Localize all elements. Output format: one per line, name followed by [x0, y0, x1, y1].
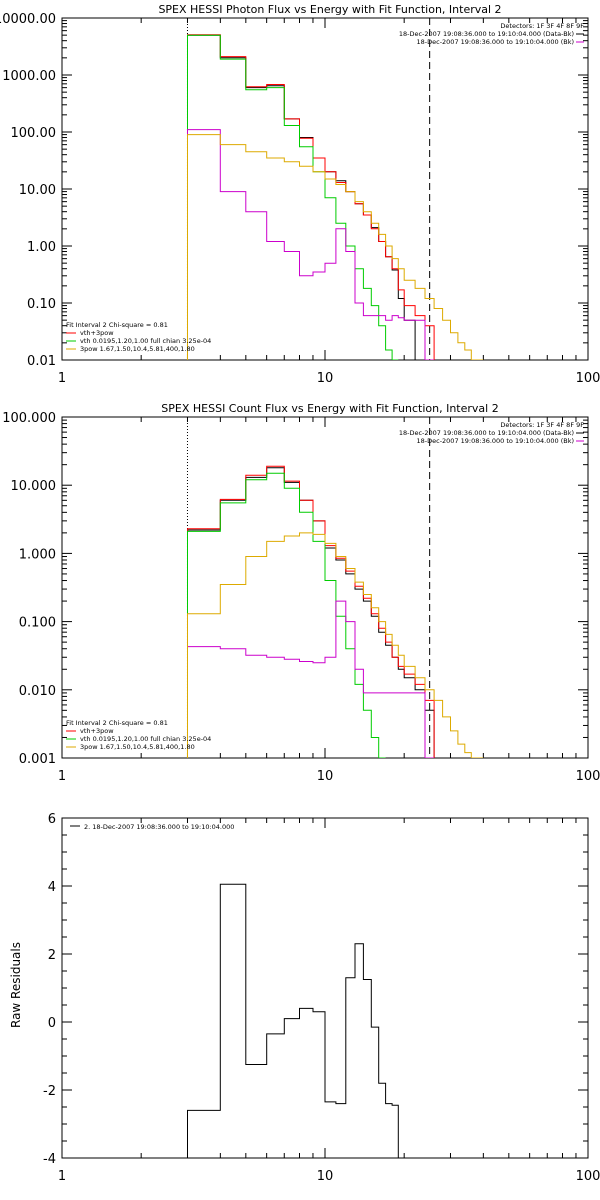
legend-entry: 18-Dec-2007 19:08:36.000 to 19:10:04.000…: [399, 30, 574, 38]
residuals-panel: Raw Residuals 1 10 100 6 4 2 0 -2 -4 2. 18-Dec-20…: [9, 812, 600, 1184]
series-2-line: [187, 34, 399, 360]
legend-entry: 2. 18-Dec-2007 19:08:36.000 to 19:10:04.…: [84, 823, 234, 831]
series-1-line: [187, 34, 435, 360]
series-2-line: [187, 472, 386, 758]
y-axis-label: Raw Residuals: [9, 942, 23, 1028]
legend-entry: 3pow 1.67,1.50,10.4,5.81,400,1.80: [80, 345, 195, 353]
y-tick-label: 0.100: [19, 616, 56, 631]
x-tick-label: 1: [58, 371, 66, 386]
y-tick-label: -2: [43, 1084, 56, 1099]
x-tick-label: 1: [58, 769, 66, 784]
y-tick-label: 0.01: [27, 354, 56, 369]
series-4-line: [187, 134, 484, 360]
y-tick-label: 0.001: [19, 752, 56, 767]
y-tick-label: 10.000: [11, 479, 57, 494]
legend-entry: 18-Dec-2007 19:08:36.000 to 19:10:04.000…: [417, 437, 575, 445]
y-tick-label: 2: [48, 948, 56, 963]
x-tick-label: 100: [576, 769, 600, 784]
series-0-line: [187, 467, 435, 758]
legend-entry: 18-Dec-2007 19:08:36.000 to 19:10:04.000…: [417, 38, 575, 46]
x-tick-label: 10: [317, 769, 334, 784]
y-tick-label: 0.010: [19, 684, 56, 699]
chart-title: SPEX HESSI Photon Flux vs Energy with Fi…: [158, 3, 501, 16]
x-tick-label: 100: [576, 1169, 600, 1184]
plot-area: [186, 417, 484, 758]
y-tick-label: 10.00: [19, 183, 56, 198]
y-tick-label: 1.000: [19, 547, 56, 562]
y-tick-label: 0: [48, 1016, 56, 1031]
series-0-line: [187, 34, 416, 360]
y-tick-label: 1.00: [27, 240, 56, 255]
series-3-line: [187, 129, 435, 360]
y-tick-label: 100.00: [11, 126, 57, 141]
plot-area: [187, 883, 405, 1158]
count-flux-panel: SPEX HESSI Count Flux vs Energy with Fit…: [2, 402, 600, 784]
plot-frame: [61, 416, 589, 759]
legend-header: Fit Interval 2 Chi-square = 0.81: [66, 719, 168, 727]
plot-area: [186, 18, 484, 360]
series-1-line: [187, 465, 435, 758]
chart-title: SPEX HESSI Count Flux vs Energy with Fit…: [161, 402, 498, 415]
legend-entry: 18-Dec-2007 19:08:36.000 to 19:10:04.000…: [399, 429, 574, 437]
y-tick-label: 100.000: [2, 411, 56, 426]
legend-entry: 3pow 1.67,1.50,10.4,5.81,400,1.80: [80, 743, 195, 751]
y-tick-label: 0.10: [27, 297, 56, 312]
x-tick-label: 1: [58, 1169, 66, 1184]
legend-entry: vth+3pow: [80, 329, 114, 337]
plot-frame: [61, 817, 589, 1159]
y-tick-label: 4: [48, 880, 56, 895]
series-0-line: [187, 883, 405, 1158]
legend-entry: vth+3pow: [80, 727, 114, 735]
y-tick-label: 1000.00: [2, 69, 56, 84]
legend-header: Fit Interval 2 Chi-square = 0.81: [66, 321, 168, 329]
legend-header: Detectors: 1F 3F 4F 8F 9F: [500, 22, 584, 30]
legend-header: Detectors: 1F 3F 4F 8F 9F: [500, 421, 584, 429]
x-tick-label: 10: [317, 1169, 334, 1184]
y-tick-label: 10000.00: [0, 12, 56, 27]
y-tick-label: 6: [48, 812, 56, 827]
x-tick-label: 100: [576, 371, 600, 386]
photon-flux-panel: SPEX HESSI Photon Flux vs Energy with Fi…: [0, 3, 600, 386]
legend-entry: vth 0.0195,1.20,1.00 full chian 3.25e-04: [80, 735, 211, 743]
legend-entry: vth 0.0195,1.20,1.00 full chian 3.25e-04: [80, 337, 211, 345]
x-tick-label: 10: [317, 371, 334, 386]
series-4-line: [187, 532, 484, 758]
series-3-line: [187, 600, 435, 758]
y-tick-label: -4: [43, 1152, 56, 1167]
